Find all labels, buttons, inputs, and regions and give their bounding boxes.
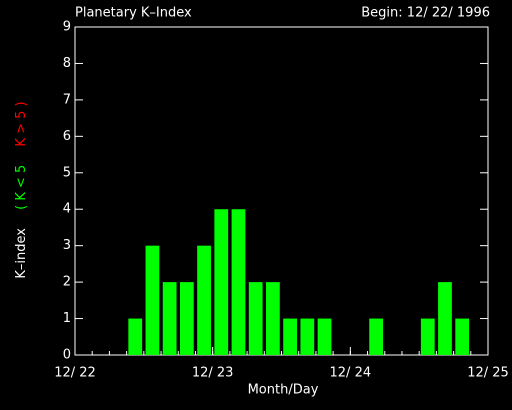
x-tick-label: 12/ 25 [467,366,509,381]
x-tick-label: 12/ 24 [330,366,372,381]
bar [197,245,211,355]
y-tick-label: 8 [63,56,71,71]
y-tick-label: 4 [63,202,71,217]
bar [317,318,332,355]
chart-title: Planetary K–Index [75,6,192,21]
bar [128,318,143,355]
bar [438,282,452,355]
y-label-high: K > 5 ) [14,101,29,146]
y-tick-label: 3 [63,238,71,253]
bar [300,318,315,355]
y-tick-label: 9 [63,20,71,35]
bar [369,318,384,355]
bar [420,318,435,355]
y-tick-label: 1 [63,311,71,326]
bar [231,209,246,355]
x-tick-label: 12/ 23 [192,366,234,381]
y-label-main: K–index [14,228,29,279]
bar [214,209,229,355]
bar [179,282,194,355]
bar [248,282,263,355]
bar [283,318,297,355]
chart-subtitle: Begin: 12/ 22/ 1996 [361,6,490,21]
x-axis-label: Month/Day [248,383,319,398]
bar [455,318,470,355]
y-tick-label: 6 [63,129,71,144]
plot-frame [74,26,489,356]
x-tick-label: 12/ 22 [54,366,96,381]
bar [266,282,280,355]
bar [145,245,160,355]
y-tick-label: 7 [63,92,71,107]
y-tick-label: 0 [63,348,71,363]
y-axis-label: K–index ( K < 5 K > 5 ) [14,101,29,278]
y-tick-label: 2 [63,275,71,290]
y-label-low: ( K < 5 [14,165,29,210]
bar [162,282,177,355]
y-tick-label: 5 [63,165,71,180]
